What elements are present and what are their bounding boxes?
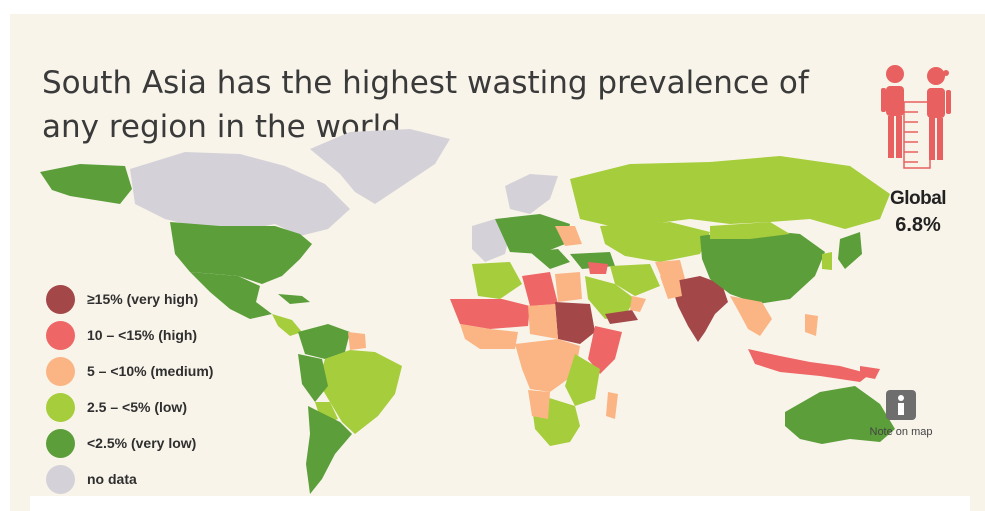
- region-central-america: [272, 314, 302, 336]
- region-mexico: [190, 272, 272, 319]
- region-usa: [170, 222, 312, 284]
- region-india: [670, 276, 728, 342]
- region-greenland: [310, 129, 450, 204]
- legend-label: ≥15% (very high): [87, 291, 199, 307]
- region-caribbean: [278, 294, 310, 304]
- global-value: 6.8%: [895, 214, 941, 236]
- legend-swatch: [46, 320, 75, 350]
- region-europe-central: [495, 214, 570, 254]
- region-horn-of-africa: [588, 326, 622, 374]
- region-syria-iraq: [588, 262, 608, 274]
- legend-swatch: [46, 428, 75, 458]
- region-pakistan: [660, 272, 682, 299]
- region-angola: [528, 390, 550, 419]
- region-russia: [570, 156, 890, 229]
- legend-item-no-data: no data: [46, 464, 137, 494]
- legend-swatch: [46, 284, 75, 314]
- region-central-africa: [515, 339, 580, 392]
- region-scandinavia: [505, 174, 558, 214]
- region-madagascar: [606, 392, 618, 419]
- legend-swatch: [46, 356, 75, 386]
- region-north-africa-west: [472, 262, 522, 299]
- bottom-strip: [30, 496, 970, 511]
- legend-swatch: [46, 392, 75, 422]
- legend-label: 10 – <15% (high): [87, 327, 198, 343]
- region-png: [860, 366, 880, 379]
- legend-label: 2.5 – <5% (low): [87, 399, 187, 415]
- region-philippines: [805, 314, 818, 336]
- region-chad: [528, 304, 558, 339]
- legend-item-low: 2.5 – <5% (low): [46, 392, 187, 422]
- region-egypt: [555, 272, 582, 302]
- info-icon[interactable]: [886, 390, 916, 420]
- region-east-africa: [565, 354, 600, 406]
- note-label[interactable]: Note on map: [869, 426, 933, 438]
- world-map: [40, 129, 895, 494]
- global-label: Global: [889, 188, 947, 209]
- region-indonesia: [748, 349, 870, 382]
- region-sahel-west: [450, 299, 530, 329]
- legend-item-very-high: ≥15% (very high): [46, 284, 198, 314]
- region-china: [700, 229, 825, 304]
- region-west-africa: [460, 324, 518, 349]
- region-iran: [610, 264, 660, 296]
- legend-item-very-low: <2.5% (very low): [46, 428, 196, 458]
- legend-swatch: [46, 464, 75, 494]
- region-central-asia: [600, 222, 710, 262]
- region-peru: [298, 354, 328, 402]
- region-southeast-asia: [730, 296, 772, 336]
- region-mongolia: [710, 222, 790, 239]
- region-arabia: [585, 276, 635, 319]
- region-sudan: [555, 302, 595, 344]
- note-on-map-button[interactable]: Note on map: [856, 390, 946, 438]
- region-korea: [822, 252, 832, 270]
- legend-item-medium: 5 – <10% (medium): [46, 356, 213, 386]
- region-brazil: [318, 350, 402, 434]
- region-japan: [838, 232, 862, 269]
- legend-item-high: 10 – <15% (high): [46, 320, 197, 350]
- page-title: South Asia has the highest wasting preva…: [42, 64, 809, 145]
- legend-label: <2.5% (very low): [87, 435, 197, 451]
- region-canada: [130, 152, 350, 236]
- global-summary: Global 6.8%: [878, 62, 958, 242]
- region-australia: [785, 386, 895, 444]
- infographic-card: South Asia has the highest wasting preva…: [10, 14, 985, 511]
- legend-label: 5 – <10% (medium): [87, 363, 214, 379]
- children-height-chart-icon: [881, 65, 951, 169]
- region-oman: [630, 296, 646, 312]
- region-europe-east: [555, 226, 582, 246]
- region-guianas: [348, 332, 366, 350]
- region-southern-cone: [306, 406, 352, 494]
- region-alaska: [40, 164, 132, 204]
- legend-label: no data: [87, 471, 137, 487]
- region-balkans: [530, 249, 570, 269]
- region-yemen: [605, 310, 638, 324]
- region-northern-south-america: [298, 324, 350, 359]
- region-libya: [522, 272, 558, 306]
